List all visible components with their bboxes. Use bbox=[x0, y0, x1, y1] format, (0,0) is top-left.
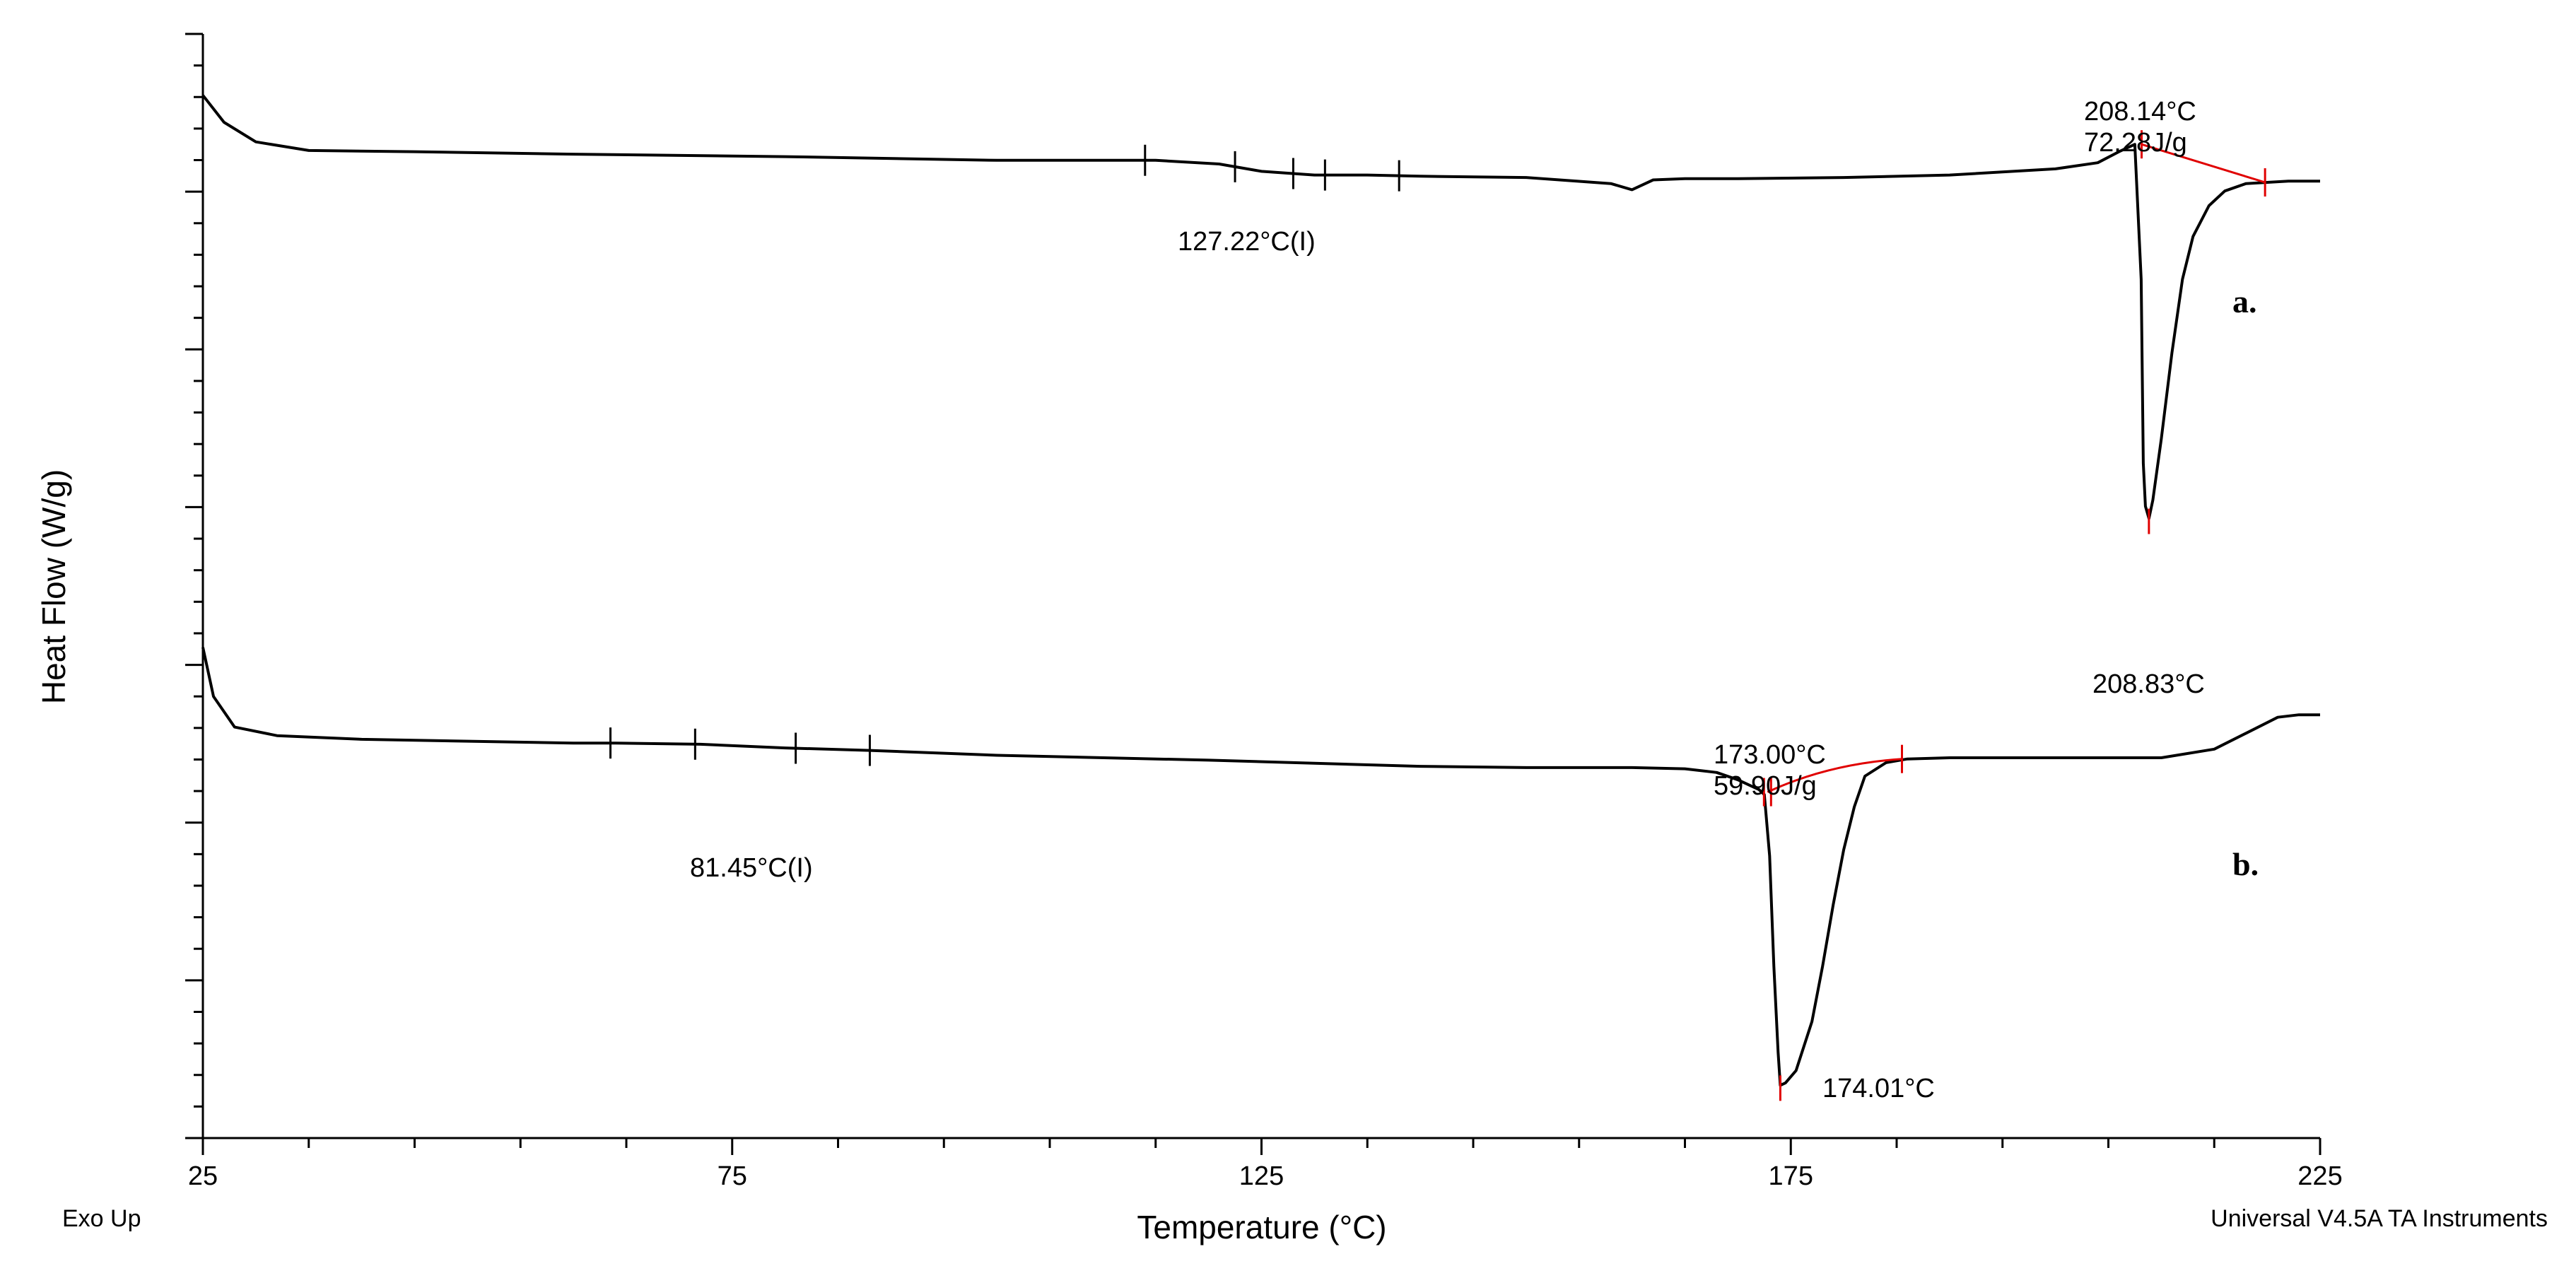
annotation-tg-b: 81.45°C(I) bbox=[690, 853, 813, 883]
annotation-peak-b-enthalpy: 59.90J/g bbox=[1714, 771, 1817, 801]
x-axis-title: Temperature (°C) bbox=[1137, 1209, 1386, 1246]
curve-b bbox=[201, 647, 2320, 1087]
x-tick-label: 75 bbox=[718, 1161, 747, 1191]
x-tick-label: 25 bbox=[188, 1161, 218, 1191]
curves bbox=[201, 94, 2320, 1087]
exo-up-label: Exo Up bbox=[62, 1205, 141, 1232]
y-ticks bbox=[185, 33, 203, 1139]
curve-a bbox=[201, 94, 2320, 520]
baseline-a bbox=[2141, 143, 2266, 184]
annotation-tg-a: 127.22°C(I) bbox=[1178, 227, 1316, 257]
annotations: 208.14°C 72.28J/g 208.83°C 127.22°C(I) 1… bbox=[690, 97, 2205, 1103]
analysis-marks bbox=[609, 130, 2266, 1101]
annotation-peak-b-temp: 173.00°C bbox=[1714, 740, 1826, 770]
annotation-peak-a-min: 208.83°C bbox=[2092, 669, 2205, 699]
x-tick-label: 225 bbox=[2297, 1161, 2342, 1191]
curve-label-a: a. bbox=[2232, 283, 2257, 320]
x-ticks: 25 75 125 175 225 bbox=[188, 1138, 2343, 1191]
y-axis-title: Heat Flow (W/g) bbox=[35, 469, 72, 704]
axes: 25 75 125 175 225 bbox=[185, 33, 2343, 1191]
curve-label-b: b. bbox=[2232, 846, 2259, 882]
annotation-peak-a-temp: 208.14°C bbox=[2084, 97, 2196, 127]
annotation-peak-a-enthalpy: 72.28J/g bbox=[2084, 128, 2187, 158]
annotation-peak-b-min: 174.01°C bbox=[1822, 1074, 1935, 1103]
baseline-b bbox=[1767, 758, 1902, 793]
x-tick-label: 175 bbox=[1769, 1161, 1813, 1191]
x-tick-label: 125 bbox=[1239, 1161, 1284, 1191]
software-version-label: Universal V4.5A TA Instruments bbox=[2211, 1205, 2548, 1232]
